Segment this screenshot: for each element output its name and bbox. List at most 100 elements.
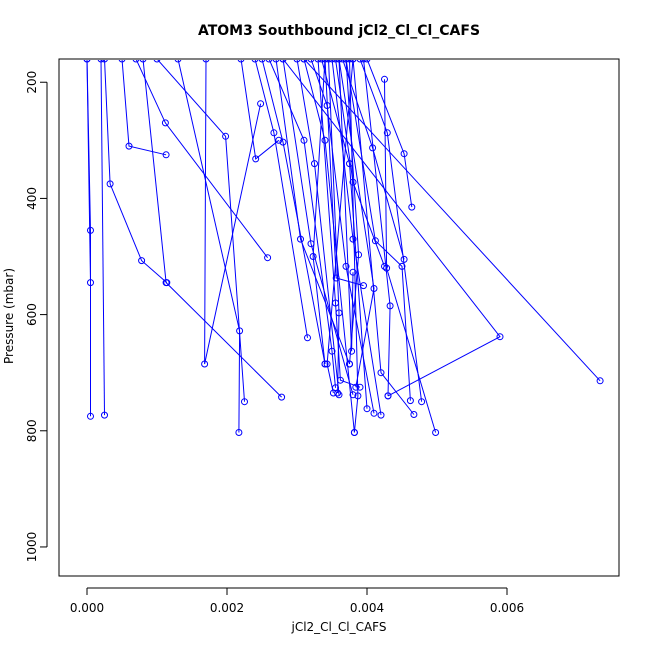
series-4 <box>101 60 171 287</box>
data-point <box>314 60 322 63</box>
series-9 <box>174 60 244 436</box>
data-point <box>138 257 146 265</box>
data-point <box>325 60 332 63</box>
data-point <box>300 136 308 144</box>
data-point <box>236 327 244 335</box>
data-point <box>346 60 353 63</box>
data-point <box>432 429 440 436</box>
plot-frame <box>58 58 620 577</box>
series-line <box>363 60 391 396</box>
data-point <box>264 254 272 262</box>
x-tick-label: 0.004 <box>350 601 384 615</box>
x-tick-label: 0.002 <box>210 601 244 615</box>
data-point <box>278 393 286 401</box>
series-line <box>100 60 105 416</box>
series-line <box>86 60 91 283</box>
data-point <box>321 60 329 63</box>
series-7 <box>139 60 286 401</box>
data-point <box>258 60 266 63</box>
series-5 <box>118 60 170 159</box>
series-line <box>338 60 354 352</box>
data-point <box>383 129 391 137</box>
data-point <box>252 155 260 163</box>
data-point <box>370 409 378 417</box>
data-point <box>350 429 358 436</box>
series-22 <box>328 60 385 419</box>
data-point <box>118 60 126 63</box>
data-point <box>161 119 169 127</box>
data-point <box>106 180 114 188</box>
series-8 <box>153 60 248 406</box>
y-tick-label: 400 <box>25 187 39 210</box>
data-point <box>329 389 337 397</box>
data-point <box>377 369 385 377</box>
data-point <box>348 347 356 355</box>
series-layer <box>83 60 604 436</box>
y-tick-label: 200 <box>25 71 39 94</box>
data-point <box>370 285 378 292</box>
data-point <box>257 100 265 108</box>
data-point <box>307 60 315 63</box>
data-point <box>201 360 209 368</box>
data-point <box>355 251 363 259</box>
data-point <box>381 75 388 83</box>
data-point <box>335 309 343 317</box>
data-point <box>321 136 329 144</box>
data-point <box>349 235 357 243</box>
series-line <box>240 60 280 160</box>
data-point <box>354 392 362 400</box>
data-point <box>596 377 604 385</box>
data-point <box>332 60 339 63</box>
data-point <box>398 262 406 270</box>
data-point <box>342 262 350 270</box>
series-line <box>317 60 361 388</box>
data-point <box>335 60 343 63</box>
data-point <box>87 226 94 234</box>
series-line <box>312 60 326 365</box>
data-point <box>293 60 301 63</box>
series-39 <box>309 60 329 368</box>
data-point <box>101 60 108 63</box>
data-point <box>132 60 140 63</box>
data-point <box>153 60 161 63</box>
data-point <box>87 279 94 287</box>
data-point <box>356 60 364 63</box>
data-point <box>346 360 353 368</box>
data-point <box>101 411 108 419</box>
series-33 <box>325 60 343 397</box>
series-line <box>324 60 364 287</box>
series-line <box>303 60 355 433</box>
data-point <box>496 333 504 341</box>
series-line <box>331 60 382 416</box>
data-point <box>323 360 331 368</box>
series-line <box>349 60 359 433</box>
series-line <box>359 60 423 402</box>
series-line <box>268 60 336 388</box>
data-point <box>265 60 273 63</box>
y-axis-label: Pressure (mbar) <box>2 268 16 364</box>
series-line <box>104 60 168 283</box>
series-3 <box>97 60 108 419</box>
data-point <box>241 398 248 406</box>
data-point <box>356 383 364 391</box>
series-line <box>157 60 245 402</box>
series-6 <box>132 60 272 262</box>
data-point <box>162 279 170 287</box>
y-tick-label: 600 <box>25 303 39 326</box>
data-point <box>125 142 133 150</box>
data-point <box>139 60 147 63</box>
series-2 <box>83 60 94 287</box>
series-line <box>328 60 340 394</box>
data-point <box>270 129 278 137</box>
series-28 <box>381 75 440 436</box>
series-11 <box>237 60 283 163</box>
series-line <box>135 60 268 259</box>
series-line <box>326 60 354 394</box>
series-line <box>121 60 167 156</box>
series-line <box>338 60 375 388</box>
series-29 <box>363 60 416 211</box>
series-line <box>142 60 282 398</box>
data-point <box>97 60 105 63</box>
data-point <box>349 391 357 399</box>
